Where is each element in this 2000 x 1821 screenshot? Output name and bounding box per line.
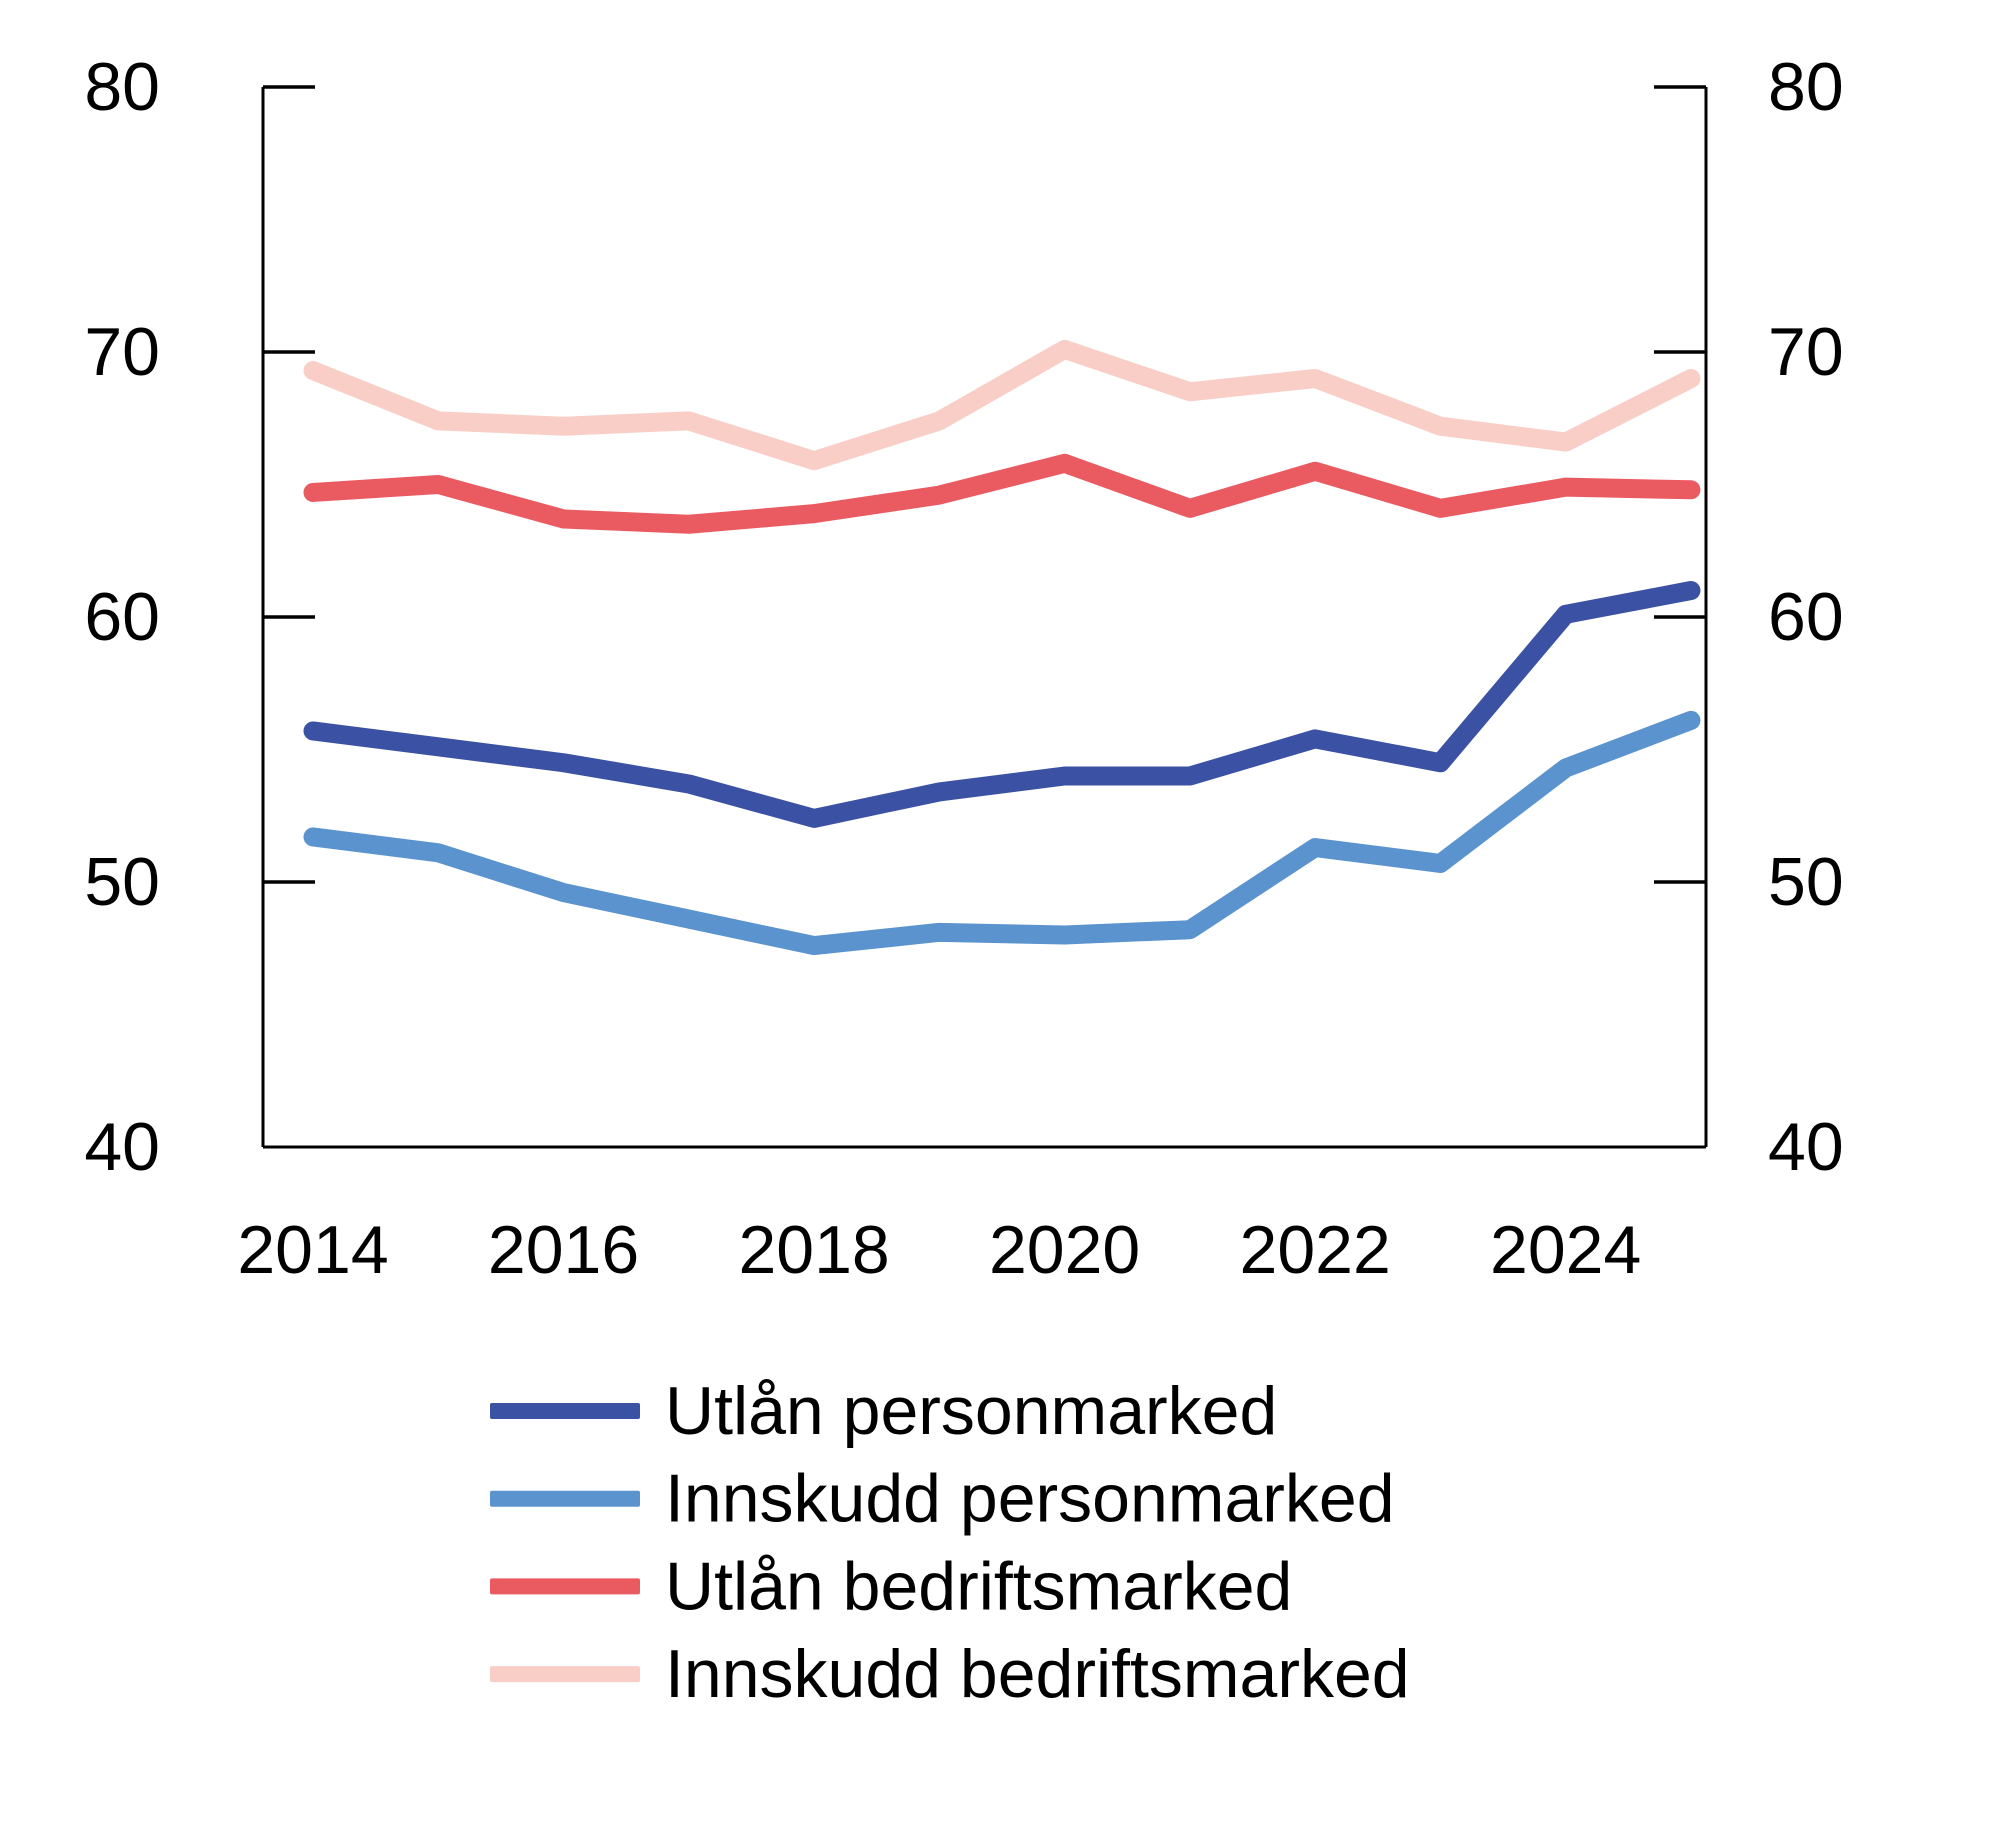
series-line [303,581,1701,828]
legend-swatch [490,1578,640,1595]
y-tick-label-right: 50 [1768,844,1844,920]
legend-item: Utlån personmarked [490,1373,1277,1449]
y-tick-label-right: 80 [1768,49,1844,125]
y-tick-label-left: 50 [84,844,160,920]
legend-swatch [490,1403,640,1419]
legend-swatch [490,1490,640,1507]
x-tick-label: 2014 [237,1212,388,1288]
y-tick-label-right: 40 [1768,1109,1844,1185]
series-line [303,710,1701,956]
series-line [303,453,1701,534]
y-tick-label-left: 70 [84,314,160,390]
legend-swatch [490,1666,640,1683]
legend-label: Utlån personmarked [665,1373,1277,1449]
x-tick-label: 2018 [738,1212,889,1288]
y-tick-label-right: 60 [1768,579,1844,655]
x-tick-label: 2022 [1240,1212,1391,1288]
x-tick-label: 2020 [989,1212,1140,1288]
legend-label: Utlån bedriftsmarked [665,1548,1292,1624]
legend-label: Innskudd personmarked [665,1461,1395,1537]
legend-label: Innskudd bedriftsmarked [665,1636,1410,1712]
legend-item: Utlån bedriftsmarked [490,1548,1292,1624]
series-line [303,339,1701,471]
x-tick-label: 2016 [488,1212,639,1288]
legend-item: Innskudd personmarked [490,1461,1395,1537]
x-tick-label: 2024 [1490,1212,1641,1288]
y-tick-label-left: 60 [84,579,160,655]
y-tick-label-right: 70 [1768,314,1844,390]
legend-item: Innskudd bedriftsmarked [490,1636,1410,1712]
y-tick-label-left: 40 [84,1109,160,1185]
y-tick-label-left: 80 [84,49,160,125]
